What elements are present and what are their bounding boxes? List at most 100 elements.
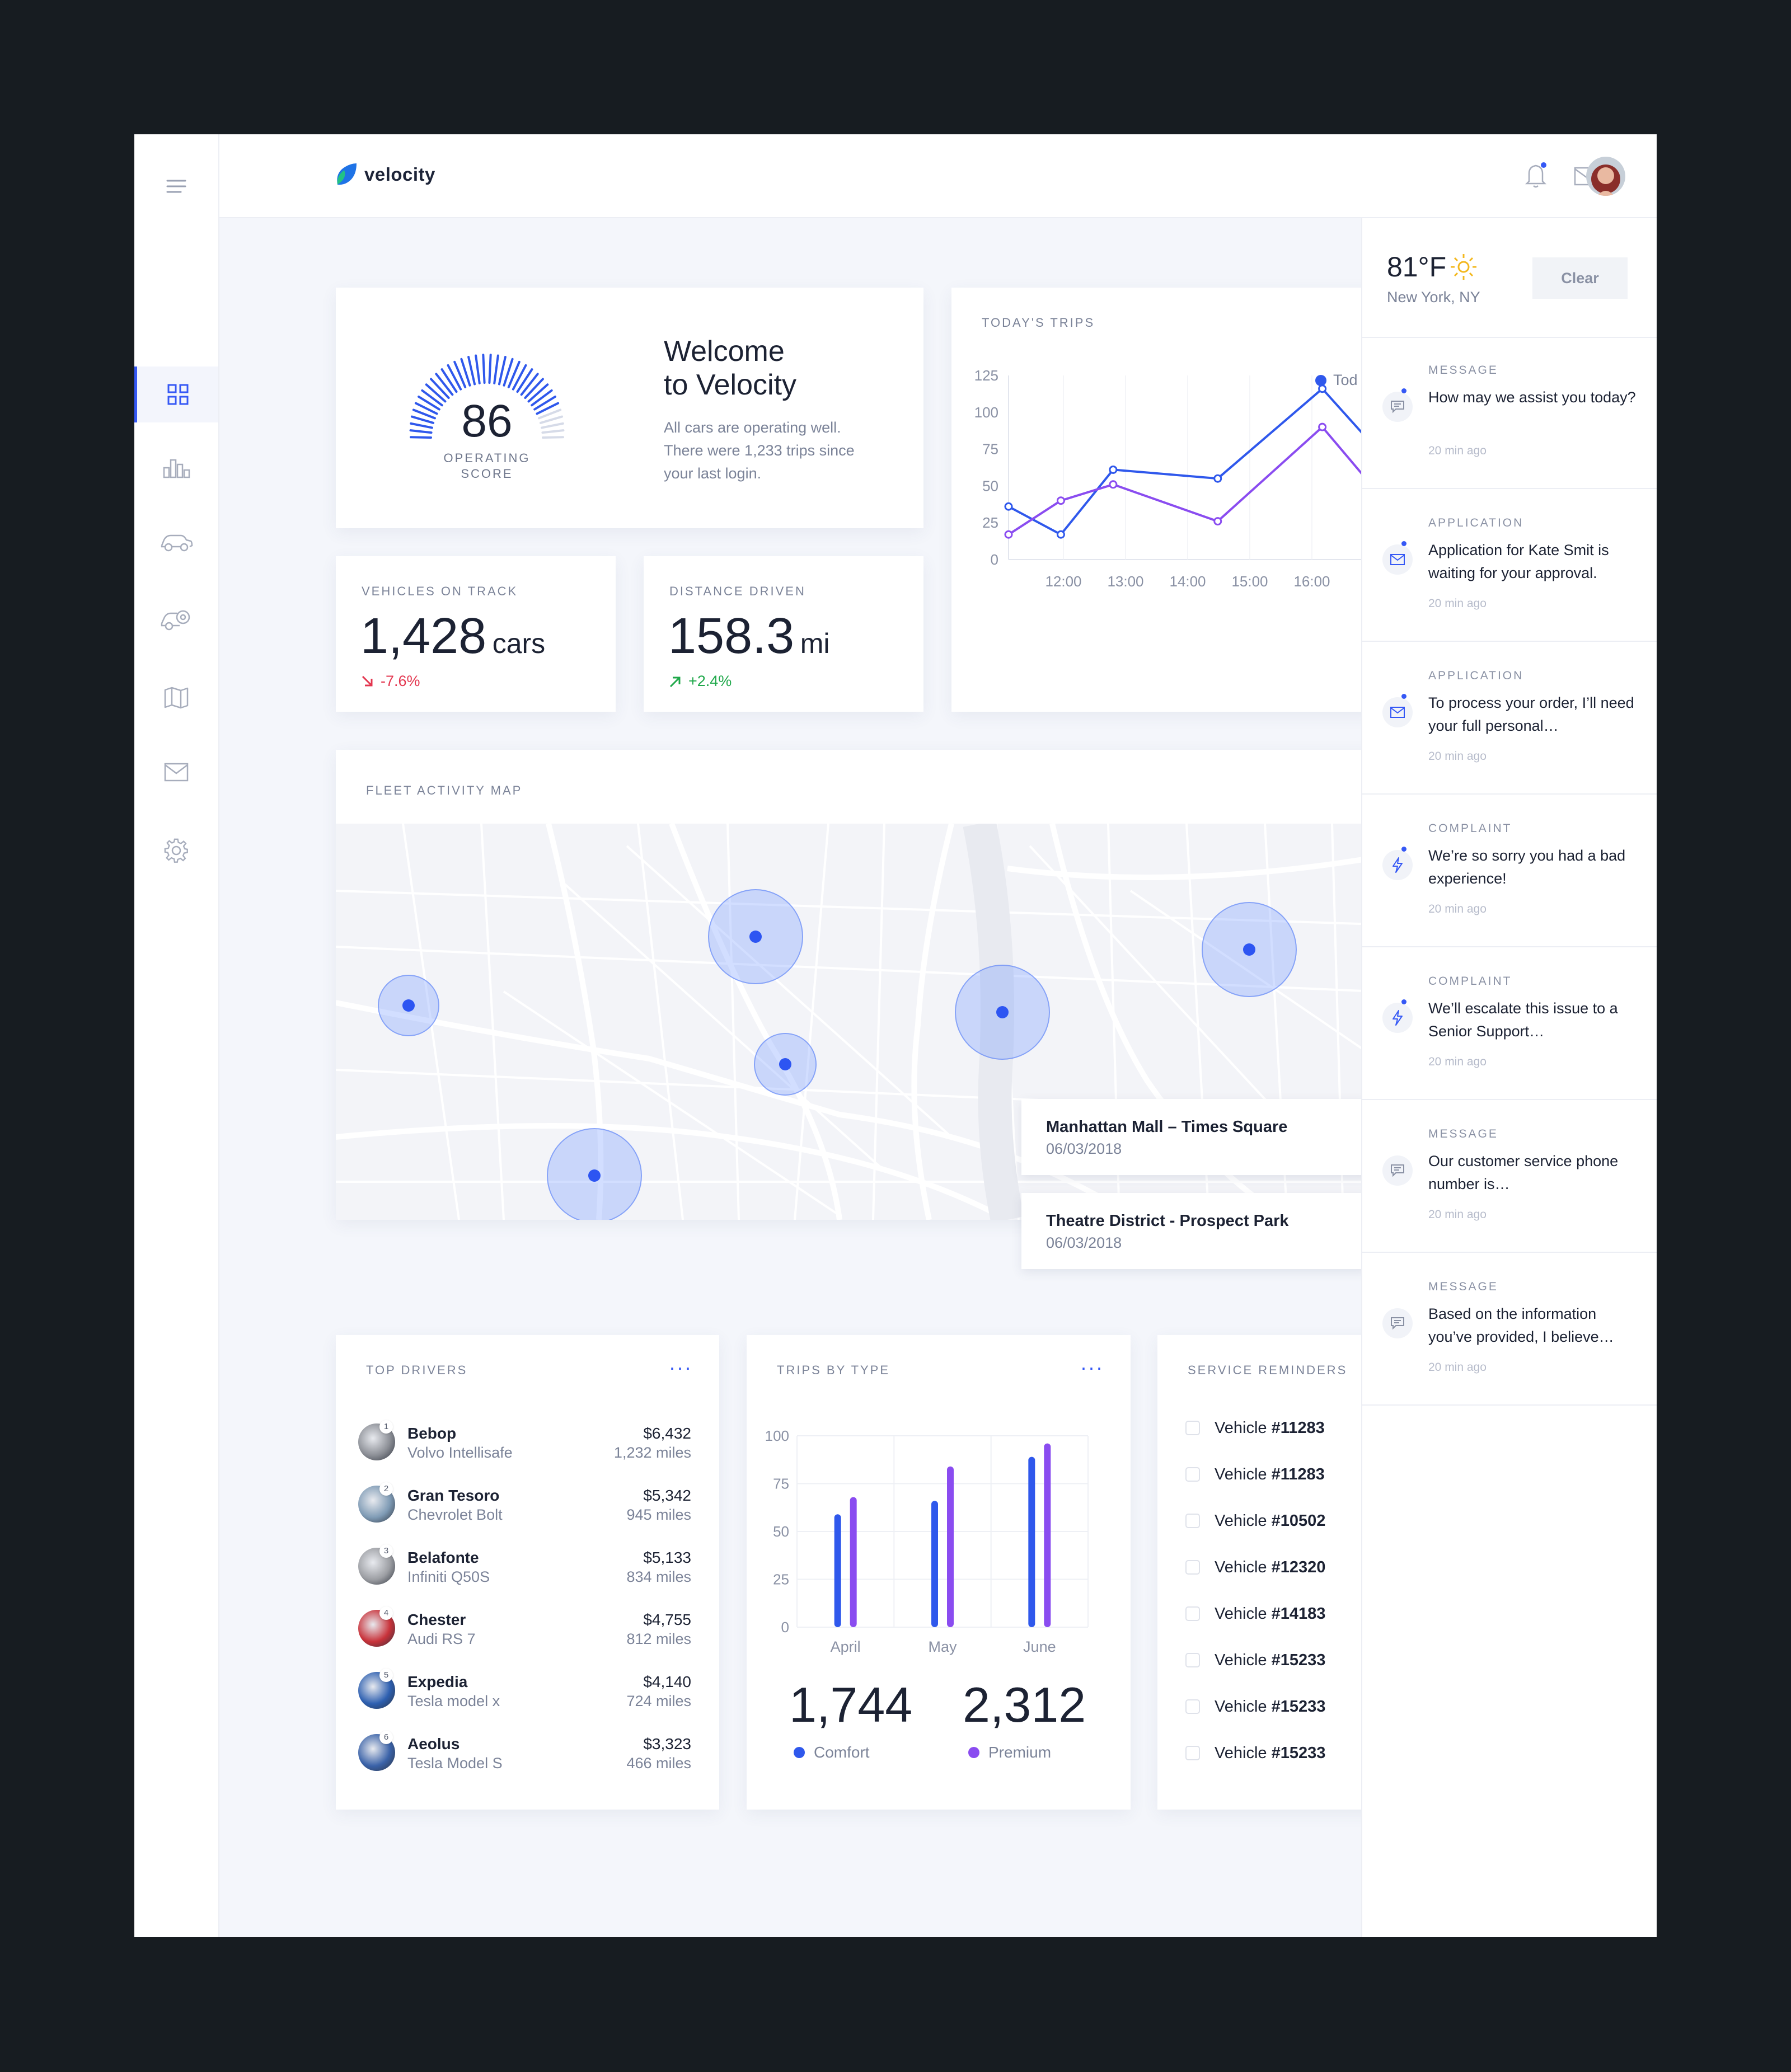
chat-icon [1382, 1155, 1413, 1186]
map-hotspot[interactable] [547, 1128, 642, 1220]
reminder-text: Vehicle #10502 [1215, 1512, 1325, 1530]
data-point [1318, 384, 1327, 393]
distance-value: 158.3 [668, 608, 795, 664]
map-icon[interactable] [134, 670, 218, 726]
map-hotspot[interactable] [1202, 902, 1297, 997]
notification-item[interactable]: COMPLAINT We’re so sorry you had a bad ex… [1362, 795, 1657, 947]
hotspot-core [1243, 943, 1255, 956]
y-tick-label: 75 [982, 441, 998, 458]
bar [1044, 1443, 1051, 1627]
premium-legend: Premium [968, 1744, 1051, 1761]
notification-item[interactable]: APPLICATION Application for Kate Smit is … [1362, 490, 1657, 642]
gauge-tick [482, 354, 486, 384]
notification-item[interactable]: MESSAGE Our customer service phone number… [1362, 1101, 1657, 1253]
driver-row[interactable]: 5 Expedia Tesla model x $4,140 724 miles [358, 1667, 691, 1723]
driver-miles: 724 miles [626, 1693, 691, 1709]
service-reminder-item[interactable]: Vehicle #14183 [1185, 1597, 1325, 1631]
clear-button[interactable]: Clear [1532, 257, 1628, 299]
gauge-tick [412, 408, 436, 420]
notification-text: Application for Kate Smit is waiting for… [1428, 542, 1609, 581]
avatar[interactable] [1586, 157, 1625, 196]
service-reminder-item[interactable]: Vehicle #12320 [1185, 1551, 1325, 1584]
driver-earnings: $4,140 [643, 1673, 691, 1690]
service-reminder-item[interactable]: Vehicle #15233 [1185, 1690, 1325, 1723]
data-point [1004, 530, 1013, 539]
notification-type: MESSAGE [1428, 364, 1498, 377]
vehicle-id: #15233 [1271, 1744, 1326, 1762]
driver-row[interactable]: 4 Chester Audi RS 7 $4,755 812 miles [358, 1605, 691, 1661]
driver-row[interactable]: 6 Aeolus Tesla Model S $3,323 466 miles [358, 1730, 691, 1786]
app-logo[interactable]: velocity [334, 162, 435, 187]
reminder-checkbox[interactable] [1185, 1467, 1200, 1482]
reminder-checkbox[interactable] [1185, 1746, 1200, 1760]
notification-type: MESSAGE [1428, 1280, 1498, 1293]
dashboard-icon[interactable] [134, 367, 218, 422]
gauge-tick [410, 415, 435, 424]
service-reminders-card: SERVICE REMINDERS Vehicle #11283 Vehicle … [1157, 1335, 1381, 1810]
reminder-checkbox[interactable] [1185, 1560, 1200, 1575]
service-reminder-item[interactable]: Vehicle #11283 [1185, 1411, 1325, 1445]
bar-chart-icon[interactable] [134, 440, 218, 496]
welcome-title-line-1: Welcome [664, 335, 785, 368]
location-card[interactable]: Manhattan Mall – Times Square 06/03/2018 [1021, 1099, 1368, 1175]
operating-score-label-2: SCORE [461, 467, 513, 481]
top-drivers-label: TOP DRIVERS [366, 1363, 468, 1377]
gauge-tick [512, 364, 527, 391]
weather-location: New York, NY [1387, 289, 1480, 306]
driver-row[interactable]: 3 Belafonte Infiniti Q50S $5,133 834 miles [358, 1543, 691, 1599]
vehicles-delta-value: -7.6% [381, 673, 420, 689]
notification-item[interactable]: COMPLAINT We’ll escalate this issue to a … [1362, 948, 1657, 1100]
bolt-icon [1382, 1003, 1413, 1033]
gauge-tick [410, 436, 433, 439]
map-hotspot[interactable] [955, 965, 1050, 1060]
reminder-checkbox[interactable] [1185, 1699, 1200, 1714]
car-settings-icon[interactable] [134, 592, 218, 648]
notification-text: To process your order, I’ll need your fu… [1428, 694, 1634, 734]
distance-label: DISTANCE DRIVEN [669, 584, 806, 598]
reminder-text: Vehicle #11283 [1215, 1465, 1325, 1484]
notification-item[interactable]: MESSAGE Based on the information you’ve p… [1362, 1253, 1657, 1406]
data-point [1213, 474, 1222, 483]
fleet-map-label: FLEET ACTIVITY MAP [366, 783, 523, 797]
driver-car: Tesla model x [407, 1693, 500, 1709]
welcome-body-line-3: your last login. [664, 465, 762, 482]
service-reminder-item[interactable]: Vehicle #10502 [1185, 1504, 1325, 1538]
data-point [1056, 530, 1065, 539]
reminder-checkbox[interactable] [1185, 1514, 1200, 1528]
gauge-tick [539, 415, 564, 424]
map-hotspot[interactable] [378, 975, 439, 1036]
service-reminder-item[interactable]: Vehicle #15233 [1185, 1736, 1325, 1770]
reminder-text: Vehicle #12320 [1215, 1558, 1325, 1577]
reminder-prefix: Vehicle [1215, 1651, 1267, 1669]
gauge-tick [536, 402, 560, 415]
reminder-checkbox[interactable] [1185, 1653, 1200, 1667]
hotspot-core [996, 1006, 1009, 1018]
notification-item[interactable]: MESSAGE How may we assist you today? 20 mi… [1362, 337, 1657, 489]
car-icon[interactable] [134, 515, 218, 571]
gear-icon[interactable] [134, 823, 218, 878]
driver-row[interactable]: 2 Gran Tesoro Chevrolet Bolt $5,342 945 mile… [358, 1481, 691, 1537]
mail-icon[interactable] [134, 744, 218, 800]
arrow-up-right-icon [669, 676, 681, 687]
more-icon[interactable]: ··· [669, 1356, 692, 1379]
legend-label: Tod [1333, 372, 1358, 388]
map-hotspot[interactable] [754, 1033, 817, 1096]
driver-row[interactable]: 1 Bebop Volvo Intellisafe $6,432 1,232 miles [358, 1419, 691, 1475]
service-reminder-item[interactable]: Vehicle #11283 [1185, 1458, 1325, 1491]
location-card[interactable]: Theatre District - Prospect Park 06/03/2… [1021, 1193, 1368, 1269]
fleet-activity-map-card: FLEET ACTIVITY MAP [336, 750, 1377, 1220]
menu-icon[interactable] [134, 158, 218, 214]
map-hotspot[interactable] [708, 889, 803, 984]
chat-icon [1382, 392, 1413, 422]
notification-item[interactable]: APPLICATION To process your order, I’ll n… [1362, 642, 1657, 795]
service-reminder-item[interactable]: Vehicle #15233 [1185, 1643, 1325, 1677]
vehicle-id: #11283 [1271, 1465, 1325, 1483]
data-point [1213, 517, 1222, 526]
reminder-checkbox[interactable] [1185, 1421, 1200, 1435]
trips-by-type-label: TRIPS BY TYPE [777, 1363, 890, 1377]
bell-icon[interactable] [1523, 161, 1550, 192]
reminder-checkbox[interactable] [1185, 1606, 1200, 1621]
reminder-prefix: Vehicle [1215, 1418, 1267, 1437]
notification-text: We’ll escalate this issue to a Senior Su… [1428, 1000, 1618, 1040]
driver-car: Tesla Model S [407, 1755, 503, 1772]
